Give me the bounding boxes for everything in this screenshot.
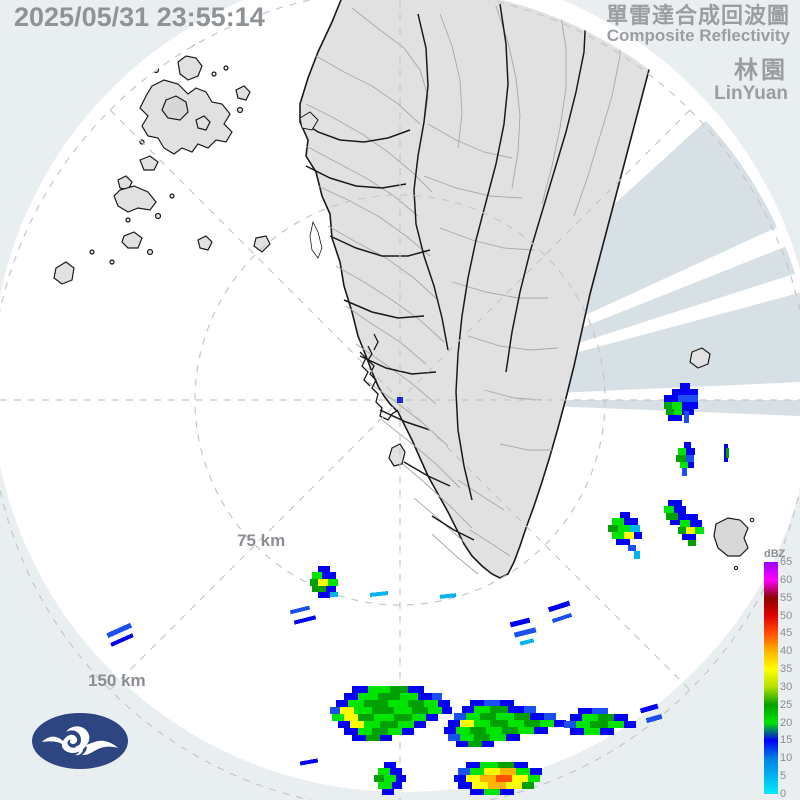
colorbar-tick-25: 25 <box>780 698 793 711</box>
colorbar-tick-10: 10 <box>780 752 793 765</box>
station-name-zh: 林園 <box>734 57 788 84</box>
colorbar-tick-65: 65 <box>780 556 793 568</box>
colorbar-unit-label: dBZ <box>764 548 786 560</box>
colorbar-ticks: 65 60 55 50 45 40 35 30 25 20 15 10 5 0 <box>780 556 800 800</box>
colorbar-gradient <box>764 562 778 794</box>
colorbar-tick-45: 45 <box>780 627 793 640</box>
colorbar-tick-40: 40 <box>780 645 793 658</box>
timestamp: 2025/05/31 23:55:14 <box>14 2 265 32</box>
product-title-en: Composite Reflectivity <box>606 26 790 46</box>
colorbar-tick-50: 50 <box>780 609 793 622</box>
range-label-75km: 75 km <box>237 531 286 550</box>
colorbar-tick-20: 20 <box>780 716 793 729</box>
colorbar-legend: dBZ 65 60 55 50 45 40 35 30 25 20 15 10 5 0 <box>760 548 800 800</box>
colorbar-tick-35: 35 <box>780 663 793 676</box>
colorbar-tick-30: 30 <box>780 680 793 693</box>
product-title-zh: 單雷達合成回波圖 <box>605 3 790 28</box>
colorbar-tick-15: 15 <box>780 734 793 747</box>
colorbar-tick-60: 60 <box>780 573 793 586</box>
title-block: 單雷達合成回波圖 Composite Reflectivity <box>606 4 790 45</box>
station-block: 林園 LinYuan <box>714 58 788 104</box>
station-name-en: LinYuan <box>714 82 788 104</box>
cwa-logo <box>32 713 128 769</box>
colorbar-tick-5: 5 <box>780 770 787 783</box>
colorbar-tick-55: 55 <box>780 591 793 604</box>
colorbar-tick-0: 0 <box>780 788 787 800</box>
range-label-150km: 150 km <box>88 671 146 690</box>
